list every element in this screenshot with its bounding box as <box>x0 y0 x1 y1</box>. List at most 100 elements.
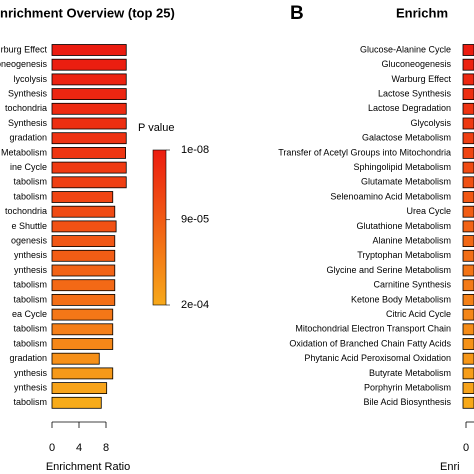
y-tick-label: Porphyrin Metabolism <box>364 382 451 392</box>
bar <box>51 73 127 86</box>
bar <box>51 44 127 56</box>
bar <box>51 264 116 277</box>
y-tick-label: Butyrate Metabolism <box>369 368 451 378</box>
bar <box>51 293 116 306</box>
bar-stub <box>462 367 474 380</box>
bar <box>51 58 127 71</box>
y-tick-label: Selenoamino Acid Metabolism <box>330 191 451 201</box>
bar <box>51 352 100 365</box>
y-tick-label: ynthesis <box>14 382 48 392</box>
x-tick-label: 0 <box>463 442 469 454</box>
bar <box>51 132 127 145</box>
colorbar-title: P value <box>138 122 175 134</box>
bar <box>51 235 116 248</box>
y-tick-label: Alanine Metabolism <box>372 235 451 245</box>
bar-stub <box>462 249 474 262</box>
y-tick-label: Lactose Degradation <box>368 103 451 113</box>
y-tick-label: Glucose-Alanine Cycle <box>360 44 451 54</box>
bar-stub <box>462 102 474 115</box>
colorbar-tick-label: 2e-04 <box>181 299 209 311</box>
bar <box>51 308 114 321</box>
y-tick-label: Sphingolipid Metabolism <box>353 162 451 172</box>
bar-stub <box>462 352 474 365</box>
y-tick-label: oneogenesis <box>0 59 47 69</box>
bar <box>51 102 127 115</box>
panel-label: B <box>290 3 304 24</box>
y-tick-label: ea Cycle <box>12 309 47 319</box>
y-tick-label: Carnitine Synthesis <box>373 280 451 290</box>
bar-stub <box>462 73 474 86</box>
bar <box>51 396 102 409</box>
colorbar-tick-label: 1e-08 <box>181 144 209 156</box>
x-axis-label: Enri <box>440 461 460 473</box>
bar-stub <box>462 58 474 71</box>
y-tick-label: e Shuttle <box>11 221 47 231</box>
bar <box>51 161 127 174</box>
y-tick-label: tabolism <box>13 338 47 348</box>
bar <box>51 338 114 350</box>
bar-stub <box>462 176 474 189</box>
y-tick-label: Oxidation of Branched Chain Fatty Acids <box>289 338 451 348</box>
y-tick-label: Glutathione Metabolism <box>356 221 451 231</box>
bar <box>51 279 116 292</box>
y-tick-label: ynthesis <box>14 250 48 260</box>
bar-stub <box>462 161 474 174</box>
bar <box>51 176 127 189</box>
x-axis-label: Enrichment Ratio <box>46 461 130 473</box>
y-tick-label: Urea Cycle <box>406 206 451 216</box>
bar-stub <box>462 205 474 218</box>
bar-stub <box>462 323 474 336</box>
y-tick-label: Tryptophan Metabolism <box>357 250 451 260</box>
bar-stub <box>462 191 474 203</box>
bar <box>51 88 127 100</box>
bar <box>51 117 127 130</box>
y-tick-label: lycolysis <box>13 74 47 84</box>
colorbar-tick-label: 9e-05 <box>181 214 209 226</box>
bar-stub <box>462 338 474 350</box>
y-tick-label: Glutamate Metabolism <box>361 177 451 187</box>
y-tick-label: tochondria <box>5 206 47 216</box>
y-tick-label: gradation <box>9 133 47 143</box>
bar-stub <box>462 293 474 306</box>
bar-stub <box>462 235 474 248</box>
y-tick-label: Warburg Effect <box>391 74 451 84</box>
bar-stub <box>462 220 474 233</box>
bar <box>51 191 114 203</box>
y-tick-label: Ketone Body Metabolism <box>351 294 451 304</box>
bar-stub <box>462 44 474 56</box>
bar <box>51 220 117 233</box>
y-tick-label: tabolism <box>13 191 47 201</box>
bar <box>51 146 126 159</box>
y-tick-label: Gluconeogenesis <box>381 59 451 69</box>
panel-a-title: nrichment Overview (top 25) <box>0 5 175 20</box>
bar-stub <box>462 88 474 100</box>
bar <box>51 382 108 395</box>
y-tick-label: rburg Effect <box>1 44 48 54</box>
bar-stub <box>462 264 474 277</box>
bar-stub <box>462 308 474 321</box>
bar-stub <box>462 382 474 395</box>
bar-stub <box>462 132 474 145</box>
bar-stub <box>462 117 474 130</box>
y-tick-label: ynthesis <box>14 368 48 378</box>
y-tick-label: Metabolism <box>1 147 47 157</box>
y-tick-label: tabolism <box>13 177 47 187</box>
x-tick-label: 4 <box>76 442 82 454</box>
y-tick-label: Lactose Synthesis <box>378 88 452 98</box>
y-tick-label: Glycolysis <box>410 118 451 128</box>
y-tick-label: Transfer of Acetyl Groups into Mitochond… <box>278 147 451 157</box>
bar-stub <box>462 279 474 292</box>
y-tick-label: Synthesis <box>8 88 48 98</box>
y-tick-label: tabolism <box>13 294 47 304</box>
bar <box>51 205 116 218</box>
y-tick-label: tabolism <box>13 397 47 407</box>
panel-b-title: Enrichm <box>396 5 448 20</box>
bar-stub <box>462 146 474 159</box>
x-tick-label: 0 <box>49 442 55 454</box>
y-tick-label: ynthesis <box>14 265 48 275</box>
y-tick-label: Citric Acid Cycle <box>386 309 451 319</box>
y-tick-label: Glycine and Serine Metabolism <box>326 265 451 275</box>
y-tick-label: gradation <box>9 353 47 363</box>
bar <box>51 323 114 336</box>
